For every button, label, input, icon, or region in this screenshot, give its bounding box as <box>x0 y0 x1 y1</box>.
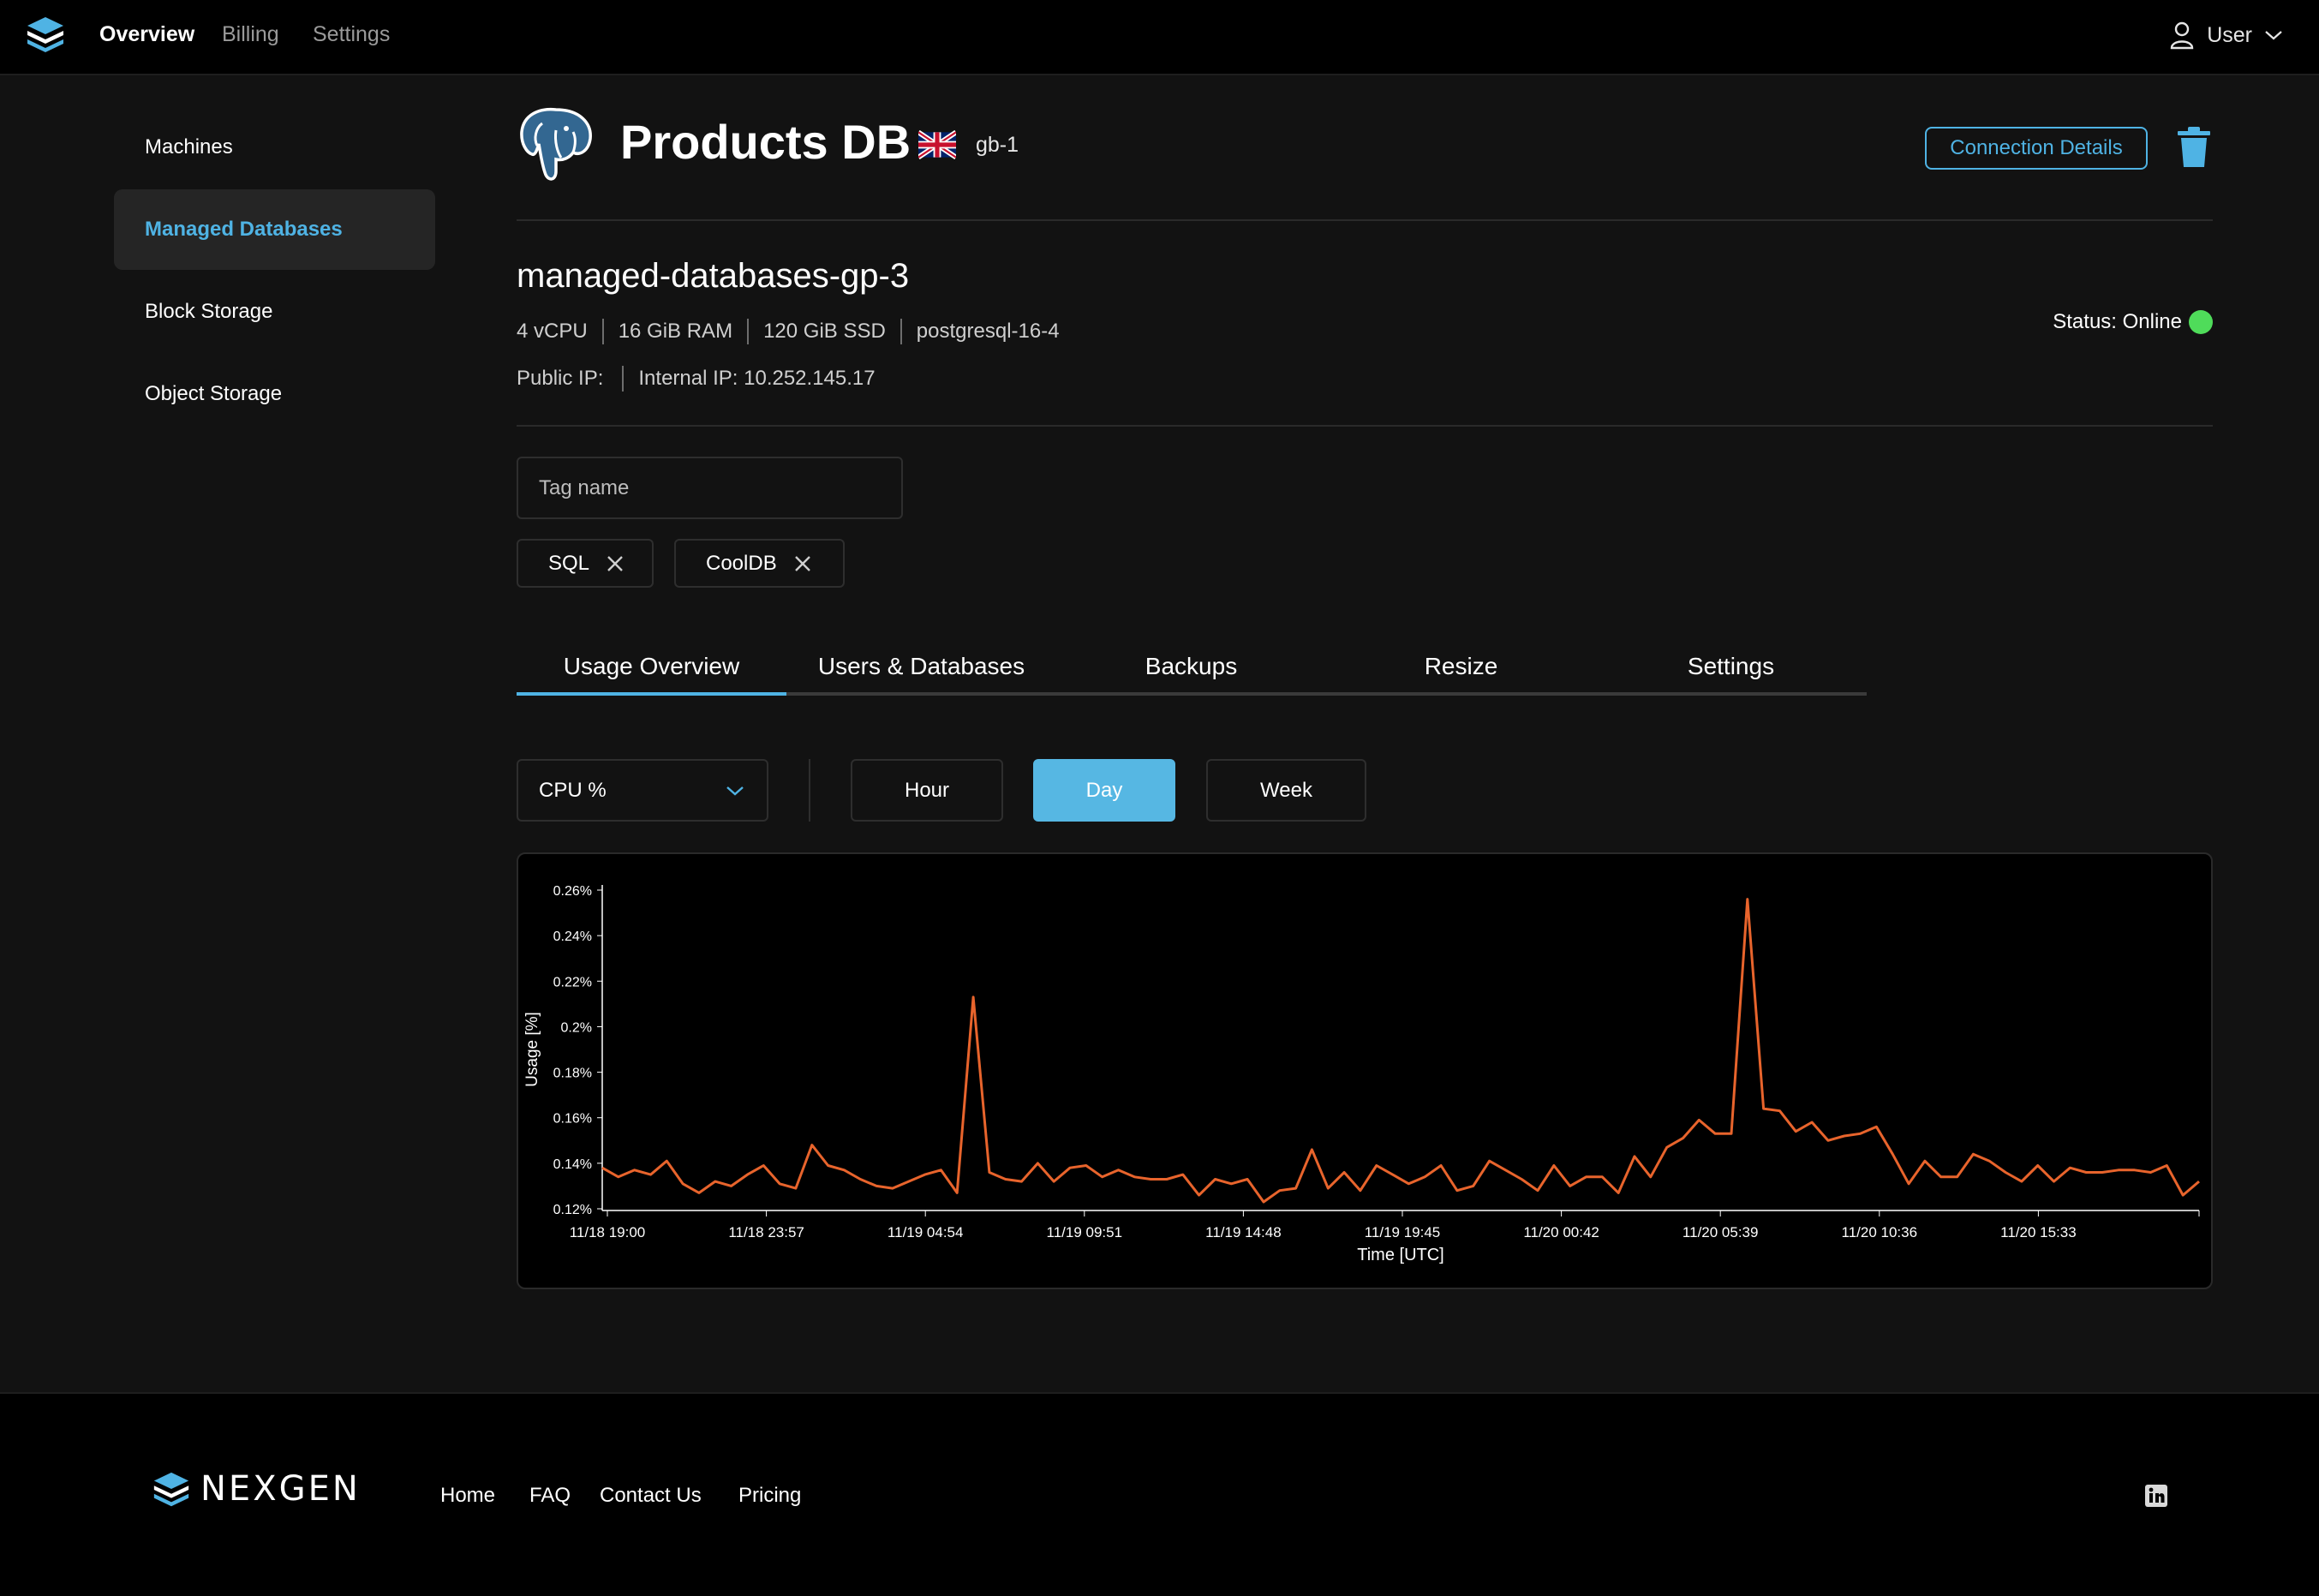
x-tick-label: 11/18 19:00 <box>570 1224 646 1240</box>
usage-chart-svg: 0.12%0.14%0.16%0.18%0.2%0.22%0.24%0.26% … <box>523 884 2200 1264</box>
sidebar-item-label: Object Storage <box>145 382 283 405</box>
tag-chip-sql: SQL <box>517 539 654 588</box>
y-axis-label: Usage [%] <box>523 1012 541 1087</box>
tag-chip-label: SQL <box>548 551 590 575</box>
stack-logo-icon[interactable] <box>24 14 67 57</box>
metric-select-value: CPU % <box>539 778 607 802</box>
sidebar-item-label: Block Storage <box>145 300 273 323</box>
y-tick-label: 0.26% <box>553 884 592 899</box>
x-tick-label: 11/18 23:57 <box>728 1224 804 1240</box>
instance-specs: 4 vCPU 16 GiB RAM 120 GiB SSD postgresql… <box>517 319 1060 344</box>
x-tick-label: 11/20 10:36 <box>1842 1224 1918 1240</box>
y-tick-label: 0.22% <box>553 975 592 989</box>
stack-logo-icon[interactable] <box>151 1469 192 1510</box>
footer: NEXGEN Home FAQ Contact Us Pricing <box>0 1392 2319 1596</box>
x-tick-label: 11/19 19:45 <box>1365 1224 1441 1240</box>
instance-name: managed-databases-gp-3 <box>517 257 910 295</box>
status-text: Status: Online <box>2053 310 2182 333</box>
chevron-down-icon <box>2265 31 2282 40</box>
y-tick-label: 0.16% <box>553 1112 592 1127</box>
series-line <box>601 898 2200 1204</box>
linkedin-icon[interactable] <box>2144 1484 2168 1508</box>
tag-name-input[interactable] <box>517 457 903 519</box>
close-icon[interactable] <box>605 553 625 574</box>
range-hour-button[interactable]: Hour <box>851 759 1003 822</box>
footer-link-contact-us[interactable]: Contact Us <box>600 1484 702 1507</box>
top-nav: Overview Billing Settings User <box>0 0 2319 75</box>
instance-ips: Public IP: Internal IP: 10.252.145.17 <box>517 366 876 392</box>
controls-separator <box>809 759 810 822</box>
nav-overview[interactable]: Overview <box>99 22 195 46</box>
status-indicator: Status: Online <box>2053 310 2213 334</box>
chevron-down-icon <box>726 786 744 796</box>
y-tick-label: 0.18% <box>553 1067 592 1081</box>
sidebar-item-machines[interactable]: Machines <box>114 107 435 188</box>
tab-resize[interactable]: Resize <box>1424 653 1498 679</box>
spec-separator <box>747 319 750 344</box>
tag-chip-cooldb: CoolDB <box>674 539 845 588</box>
x-tick-label: 11/19 09:51 <box>1047 1224 1123 1240</box>
y-tick-label: 0.12% <box>553 1203 592 1217</box>
connection-details-button[interactable]: Connection Details <box>1925 127 2148 170</box>
tab-usage-overview[interactable]: Usage Overview <box>517 641 786 696</box>
range-day-button[interactable]: Day <box>1033 759 1175 822</box>
tab-users-databases[interactable]: Users & Databases <box>817 653 1025 679</box>
tag-chip-label: CoolDB <box>706 551 777 575</box>
footer-brand: NEXGEN <box>200 1469 361 1509</box>
tab-settings[interactable]: Settings <box>1687 653 1775 679</box>
user-icon <box>2171 21 2194 50</box>
nav-billing[interactable]: Billing <box>222 22 279 46</box>
spec-ssd: 120 GiB SSD <box>763 320 886 343</box>
x-tick-label: 11/20 05:39 <box>1682 1224 1759 1240</box>
sidebar-item-label: Managed Databases <box>145 218 343 241</box>
ip-separator <box>622 366 625 392</box>
usage-chart: 0.12% 0.14% 0.16% 0.18% 0.2% 0.22% 0.24% 0.26% … <box>517 852 2213 1289</box>
y-tick-label: 0.14% <box>553 1157 592 1172</box>
user-menu[interactable]: User <box>2169 15 2283 55</box>
y-tick-label: 0.24% <box>553 930 592 944</box>
x-tick-label: 11/20 00:42 <box>1523 1224 1599 1240</box>
x-axis-label: Time [UTC] <box>1357 1246 1443 1264</box>
x-tick-label: 11/20 15:33 <box>2000 1224 2077 1240</box>
x-tick-label: 11/19 14:48 <box>1205 1224 1282 1240</box>
x-tick-label: 11/19 04:54 <box>888 1224 964 1240</box>
page-title: Products DB <box>620 115 911 169</box>
spec-vcpu: 4 vCPU <box>517 320 588 343</box>
spec-engine: postgresql-16-4 <box>916 320 1060 343</box>
tabs-underline <box>517 692 1867 696</box>
metric-select[interactable]: CPU % <box>517 759 768 822</box>
uk-flag-icon <box>918 130 956 159</box>
y-tick-label: 0.2% <box>561 1020 592 1035</box>
divider <box>517 425 2213 427</box>
spec-separator <box>601 319 604 344</box>
public-ip: Public IP: <box>517 367 604 390</box>
close-icon[interactable] <box>792 553 813 574</box>
footer-link-pricing[interactable]: Pricing <box>738 1484 802 1507</box>
range-week-button[interactable]: Week <box>1206 759 1366 822</box>
divider <box>517 219 2213 221</box>
status-dot-icon <box>2189 310 2213 334</box>
trash-icon[interactable] <box>2176 126 2212 169</box>
region-label: gb-1 <box>976 133 1019 157</box>
tab-backups[interactable]: Backups <box>1145 653 1238 679</box>
sidebar-item-managed-databases[interactable]: Managed Databases <box>114 189 435 270</box>
nav-settings[interactable]: Settings <box>313 22 391 46</box>
user-label: User <box>2207 22 2252 47</box>
postgresql-elephant-icon <box>520 107 592 181</box>
internal-ip: Internal IP: 10.252.145.17 <box>638 367 876 390</box>
sidebar-item-object-storage[interactable]: Object Storage <box>114 354 435 434</box>
footer-link-home[interactable]: Home <box>440 1484 496 1507</box>
sidebar-item-label: Machines <box>145 135 233 158</box>
footer-link-faq[interactable]: FAQ <box>529 1484 571 1507</box>
sidebar-item-block-storage[interactable]: Block Storage <box>114 272 435 352</box>
spec-separator <box>900 319 902 344</box>
spec-ram: 16 GiB RAM <box>618 320 733 343</box>
